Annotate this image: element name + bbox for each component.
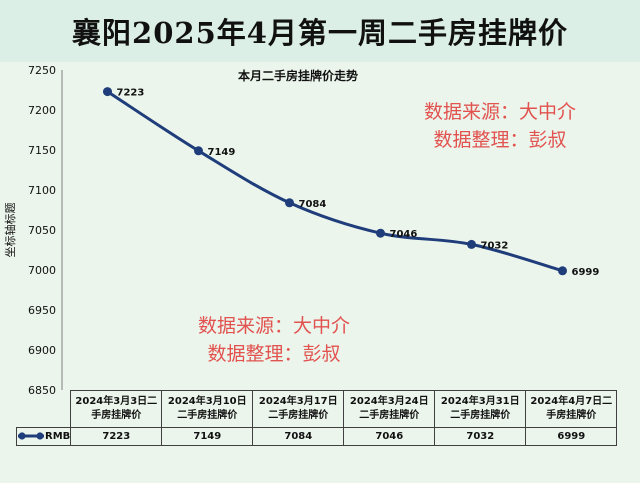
- x-category-label: 2024年3月24日 二手房挂牌价: [343, 390, 436, 428]
- y-tick-label: 7250: [28, 64, 56, 77]
- watermark-middle-line1: 数据来源：大中介: [198, 315, 351, 337]
- x-category-label-line: 二手房挂牌价: [177, 410, 238, 421]
- x-category-label-line: 2024年3月24日: [349, 396, 429, 407]
- data-point: [194, 146, 203, 156]
- banner: 襄阳2025年4月第一周二手房挂牌价: [0, 0, 640, 62]
- x-category-label-line: 2024年4月7日二: [530, 396, 613, 407]
- x-category-label: 2024年3月3日二 手房挂牌价: [70, 390, 163, 428]
- data-label: 7032: [481, 240, 509, 251]
- x-category-label-line: 二手房挂牌价: [359, 410, 420, 421]
- x-category-label: 2024年4月7日二 手房挂牌价: [525, 390, 618, 428]
- y-axis-title: 坐标轴标题: [4, 202, 17, 258]
- x-category-label-line: 二手房挂牌价: [450, 410, 511, 421]
- data-table-corner: [16, 390, 72, 428]
- watermark-middle-line2: 数据整理：彭叔: [207, 343, 341, 365]
- data-table-value-row: RMB 7223 7149 7084 7046 7032 6999: [15, 427, 618, 446]
- banner-title: 襄阳2025年4月第一周二手房挂牌价: [72, 16, 568, 50]
- x-category-label-line: 2024年3月17日: [258, 396, 338, 407]
- chart-title: 本月二手房挂牌价走势: [238, 69, 359, 83]
- x-category-label: 2024年3月10日 二手房挂牌价: [161, 390, 254, 428]
- x-category-label-line: 2024年3月10日: [167, 396, 247, 407]
- x-category-label: 2024年3月31日 二手房挂牌价: [434, 390, 527, 428]
- data-table-value: 7223: [70, 427, 163, 446]
- y-tick-label: 6900: [28, 344, 56, 357]
- y-tick-label: 7150: [28, 144, 56, 157]
- data-table: 2024年3月3日二 手房挂牌价 2024年3月10日 二手房挂牌价 2024年3月17…: [15, 390, 618, 446]
- data-label: 7046: [390, 229, 418, 240]
- data-table-header-row: 2024年3月3日二 手房挂牌价 2024年3月10日 二手房挂牌价 2024年3月17…: [16, 390, 618, 428]
- legend-line-marker-icon: [18, 432, 44, 440]
- y-tick-label: 7100: [28, 184, 56, 197]
- legend-series-rmb: RMB: [15, 427, 72, 446]
- data-point: [103, 87, 112, 97]
- legend-label: RMB: [45, 431, 71, 442]
- y-tick-label: 7000: [28, 264, 56, 277]
- data-point: [285, 198, 294, 208]
- watermark-top-line1: 数据来源：大中介: [424, 101, 577, 123]
- data-table-value: 7084: [252, 427, 345, 446]
- data-table-value: 7046: [343, 427, 436, 446]
- x-category-label-line: 手房挂牌价: [546, 410, 597, 421]
- x-category-label-line: 2024年3月31日: [440, 396, 520, 407]
- watermark-top-line2: 数据整理：彭叔: [433, 129, 567, 151]
- data-label: 7223: [117, 88, 145, 99]
- data-point: [376, 228, 385, 238]
- data-table-value: 7032: [434, 427, 527, 446]
- watermark-middle: 数据来源：大中介 数据整理：彭叔: [198, 312, 350, 368]
- y-tick-label: 7050: [28, 224, 56, 237]
- watermark-top: 数据来源：大中介 数据整理：彭叔: [424, 98, 576, 154]
- y-tick-label: 6950: [28, 304, 56, 317]
- y-tick-label: 7200: [28, 104, 56, 117]
- data-label: 6999: [572, 267, 600, 278]
- x-category-label-line: 2024年3月3日二: [75, 396, 158, 407]
- data-table-value: 6999: [525, 427, 618, 446]
- data-label: 7084: [299, 199, 327, 210]
- x-category-label-line: 手房挂牌价: [91, 410, 142, 421]
- series-line-rmb: [106, 90, 563, 273]
- data-point: [558, 266, 567, 276]
- x-category-label: 2024年3月17日 二手房挂牌价: [252, 390, 345, 428]
- data-label: 7149: [208, 147, 236, 158]
- x-category-label-line: 二手房挂牌价: [268, 410, 329, 421]
- data-point: [467, 239, 476, 249]
- data-table-value: 7149: [161, 427, 254, 446]
